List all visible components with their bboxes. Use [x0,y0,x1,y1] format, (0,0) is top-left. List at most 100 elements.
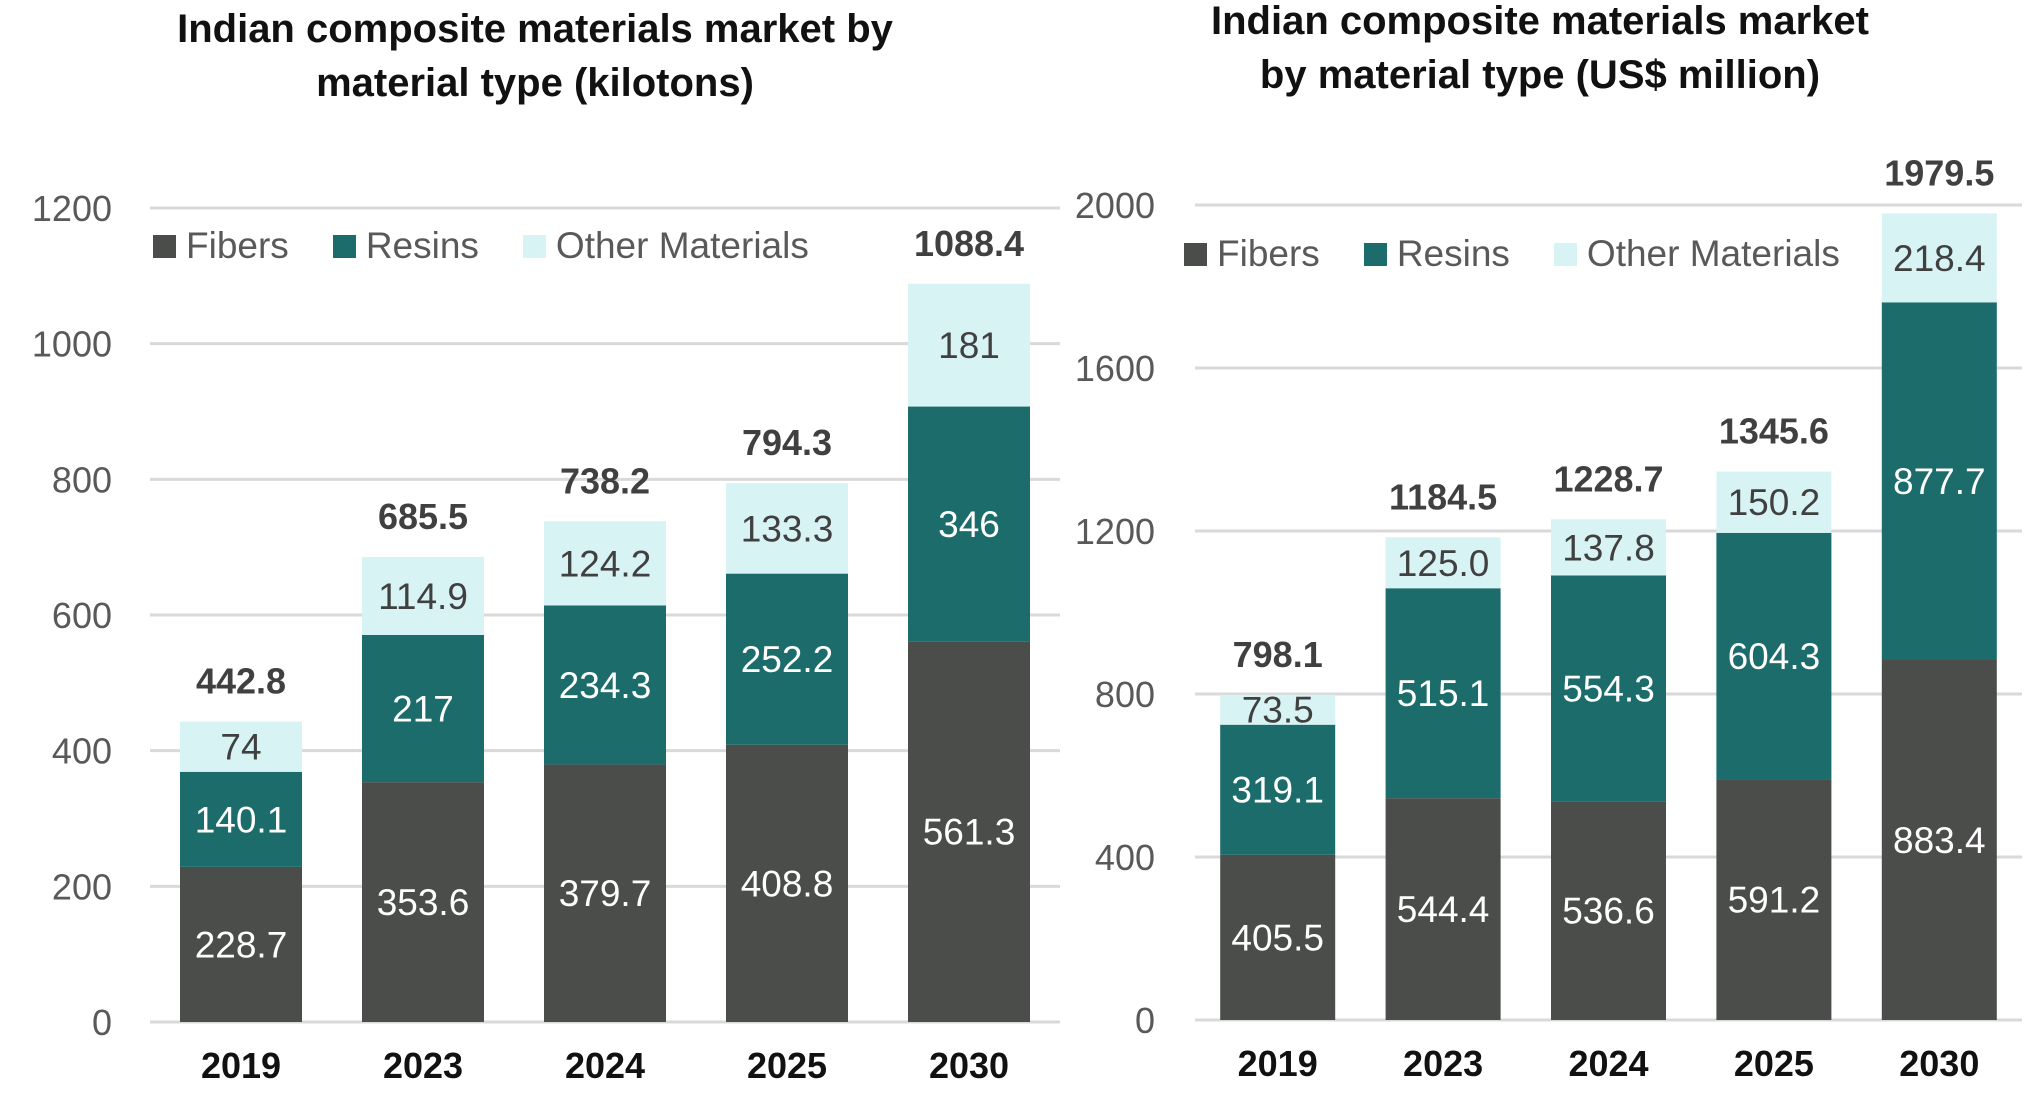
stacked-bar-chart: 0 200 400 600 800 1000 1200 228.7 140.1 74 442.8 20… [32,188,1060,1086]
x-tick-label: 2019 [1238,1043,1318,1084]
bar-segment-other-materials [362,557,484,635]
bar-segment-other-materials [1716,471,1832,533]
y-tick-label: 400 [1095,837,1155,878]
x-tick-label: 2023 [1403,1043,1483,1084]
x-tick-label: 2023 [383,1045,463,1086]
total-label: 1088.4 [914,223,1024,264]
total-label: 1228.7 [1553,458,1663,499]
legend-label: Other Materials [1586,233,1840,274]
y-tick-label: 200 [52,866,112,907]
bar-segment-fibers [1551,801,1666,1020]
bar-segment-fibers [726,744,848,1022]
bar-segment-fibers [1716,779,1832,1020]
data-label: 218.4 [1893,238,1986,279]
y-tick-label: 800 [1095,674,1155,715]
data-label: 405.5 [1231,917,1324,958]
data-label: 252.2 [741,639,834,680]
data-label: 228.7 [195,924,288,965]
chart-title: Indian composite materials market by mat… [1150,0,1930,102]
legend-label: Resins [1396,233,1510,274]
data-label: 591.2 [1728,880,1821,921]
data-label: 319.1 [1231,770,1324,811]
data-label: 217 [392,689,454,730]
bar-segment-resins [180,771,302,867]
y-tick-label: 400 [52,731,112,772]
total-label: 794.3 [742,422,832,463]
x-tick-label: 2019 [201,1045,281,1086]
data-label: 114.9 [378,576,468,617]
data-label: 125.0 [1397,543,1490,584]
bar-segment-fibers [1881,660,1997,1020]
total-label: 1184.5 [1389,476,1497,517]
x-tick-label: 2025 [1734,1043,1814,1084]
legend-item-other-materials: Other Materials [522,225,809,267]
x-tick-label: 2024 [565,1045,645,1086]
data-label: 353.6 [377,882,470,923]
legend-label: Other Materials [555,225,809,266]
chart-title: Indian composite materials market by mat… [120,2,950,110]
data-label: 234.3 [559,665,652,706]
bar-segment-resins [1220,724,1336,855]
x-tick-label: 2024 [1568,1043,1648,1084]
data-label: 877.7 [1893,461,1986,502]
chart-title-line-1: Indian composite materials market [1210,0,1869,43]
data-label: 554.3 [1562,668,1655,709]
chart-title-line-2: material type (kilotons) [316,61,754,105]
legend-label: Resins [365,225,479,266]
bar-segment-resins [544,605,666,765]
bar-segment-fibers [544,764,666,1022]
data-label: 536.6 [1562,891,1655,932]
chart-title-line-2: by material type (US$ million) [1259,53,1821,97]
total-label: 738.2 [560,460,650,501]
data-label: 181 [938,325,1000,366]
data-label: 883.4 [1893,820,1986,861]
bar-segment-resins [1716,532,1832,780]
bar-segment-resins [1385,588,1501,799]
data-label: 137.8 [1562,527,1655,568]
data-label: 140.1 [195,799,288,840]
data-label: 124.2 [559,543,652,584]
total-label: 1979.5 [1884,152,1994,193]
legend-item-resins: Resins [1363,233,1510,275]
bar-segment-resins [1551,575,1666,802]
bar-segment-fibers [1385,798,1501,1020]
bar-segment-other-materials [544,521,666,606]
bar-segment-other-materials [1881,213,1997,303]
bar-segment-resins [362,634,484,783]
bar-segment-fibers [362,782,484,1022]
bar-segment-fibers [908,641,1030,1022]
legend-item-fibers: Fibers [1184,233,1320,275]
data-label: 346 [938,504,1000,545]
bar-segment-other-materials [1220,694,1336,725]
stacked-bar-chart: 0 400 800 1200 1600 2000 405.5 319.1 73.5 798.1 20… [1075,152,2022,1084]
legend-item-other-materials: Other Materials [1553,233,1840,275]
legend-swatch-other-materials [1553,242,1577,266]
y-tick-label: 1200 [1075,511,1155,552]
legend-label: Fibers [186,225,289,266]
data-label: 515.1 [1397,673,1490,714]
data-label: 379.7 [559,873,652,914]
bar-segment-fibers [180,866,302,1022]
total-label: 685.5 [378,496,468,537]
data-label: 74 [220,727,261,768]
legend-swatch-resins [332,234,356,258]
legend-item-resins: Resins [332,225,479,267]
chart-panel-kilotons: Indian composite materials market by mat… [32,2,1060,1086]
y-tick-label: 1600 [1075,348,1155,389]
data-label: 150.2 [1728,482,1821,523]
x-tick-label: 2030 [1899,1043,1979,1084]
data-label: 133.3 [741,508,834,549]
total-label: 442.8 [196,661,286,702]
legend-swatch-other-materials [522,234,546,258]
y-tick-label: 0 [92,1002,112,1043]
bar-segment-other-materials [1551,519,1666,576]
y-tick-label: 800 [52,459,112,500]
y-tick-label: 600 [52,595,112,636]
bar-segment-resins [726,573,848,745]
y-tick-label: 1200 [32,188,112,229]
data-label: 408.8 [741,863,834,904]
legend-item-fibers: Fibers [153,225,289,267]
chart-legend: Fibers Resins Other Materials [153,225,809,267]
data-label: 73.5 [1242,690,1314,731]
data-label: 544.4 [1397,889,1490,930]
